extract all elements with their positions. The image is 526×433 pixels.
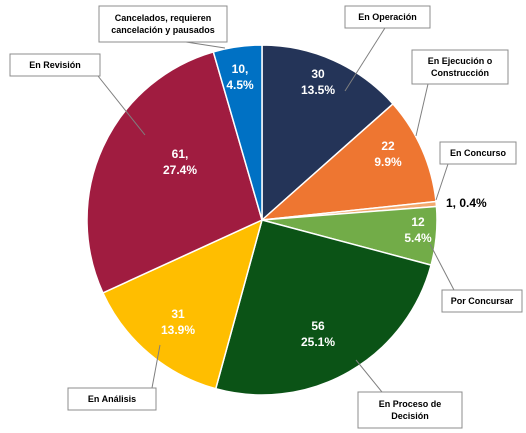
callout-leader-line: [185, 41, 226, 49]
callout-label: En Análisis: [88, 394, 136, 404]
callout-box: [357, 391, 463, 429]
pie-slices: [86, 44, 438, 396]
pie-slice: [214, 219, 433, 396]
pie-slice: [101, 218, 264, 390]
slice-outside-label: 1, 0.4%: [446, 196, 487, 210]
callout-box: [67, 387, 157, 411]
callout-box: [98, 5, 228, 43]
slice-value-label: 12 5.4%: [404, 215, 432, 245]
callout-label: En Proceso de Decisión: [379, 399, 442, 421]
callout-box: [9, 53, 101, 77]
callout-box: [441, 289, 523, 313]
slice-value-label: 10, 4.5%: [226, 62, 254, 92]
callout-leader-line: [97, 75, 146, 136]
callout-leader-line: [429, 243, 455, 291]
slice-value-label: 30 13.5%: [301, 67, 335, 97]
pie-slice: [212, 44, 263, 221]
callout-leader-line: [435, 163, 449, 201]
slice-value-label: 56 25.1%: [301, 319, 335, 349]
callout-leader-line: [151, 344, 161, 389]
callouts: En Operación En Ejecución o Construcción En…: [9, 5, 523, 429]
callout-box: [439, 141, 517, 165]
callout-label: En Operación: [358, 12, 417, 22]
callout-label: Por Concursar: [451, 296, 514, 306]
callout-leader-line: [415, 83, 429, 137]
slice-value-label: 22 9.9%: [374, 139, 402, 169]
slice-value-label: 61, 27.4%: [163, 147, 197, 177]
pie-slice: [259, 102, 437, 221]
callout-box: [344, 5, 431, 29]
callout-label: En Revisión: [29, 60, 81, 70]
callout-label: Cancelados, requieren cancelación y pausa…: [111, 13, 215, 35]
callout-box: [411, 49, 509, 85]
callout-leaders: [97, 19, 455, 393]
slice-labels: 30 13.5% 22 9.9% 12 5.4% 56 25.1% 31 13.9% 61, 27.4…: [161, 62, 487, 349]
slice-value-label: 31 13.9%: [161, 307, 195, 337]
pie-slice: [261, 44, 394, 222]
callout-leader-line: [344, 19, 391, 92]
callout-leader-line: [355, 359, 383, 393]
callout-label: En Concurso: [450, 148, 507, 158]
callout-label: En Ejecución o Construcción: [428, 56, 493, 78]
pie-slice: [86, 50, 263, 294]
